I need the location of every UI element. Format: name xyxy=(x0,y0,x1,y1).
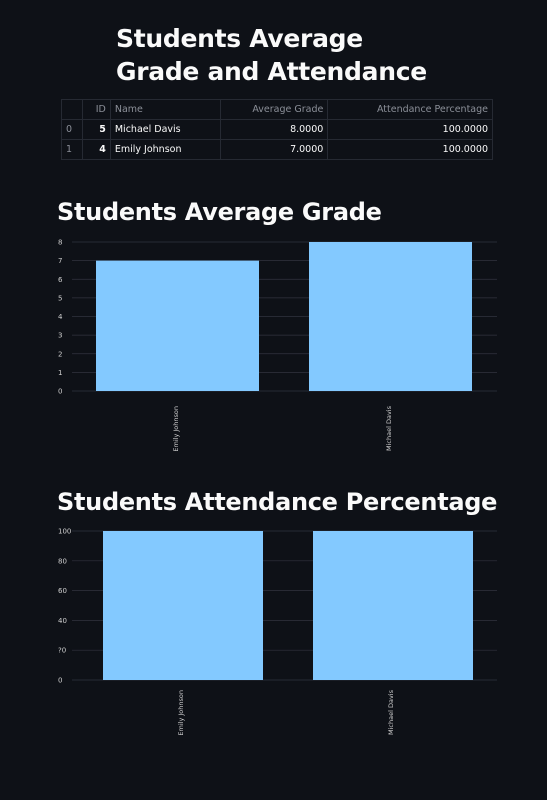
grade-bar-chart-svg: 0 1 2 3 4 5 6 7 8 Emily Johnson Michael Davis xyxy=(58,239,497,452)
attendance-bar-chart-svg: 0 ?0 40 60 80 100 Emily Johnson Michael Davis xyxy=(58,528,497,736)
column-header-id[interactable]: ID xyxy=(81,99,111,120)
grade-y-tick-label: 5 xyxy=(58,294,62,302)
id-cell[interactable]: 4 xyxy=(81,139,111,160)
attendance-y-tick-label: ?0 xyxy=(58,647,66,655)
grade-x-category-label: Emily Johnson xyxy=(172,406,180,452)
column-header-index[interactable] xyxy=(61,99,83,120)
attendance-y-tick-label: 80 xyxy=(58,557,67,565)
grade-bar-chart[interactable]: 0 1 2 3 4 5 6 7 8 Emily Johnson Michael Davis xyxy=(0,230,547,460)
column-header-attendance-percentage[interactable]: Attendance Percentage xyxy=(327,99,493,120)
attendance-x-category-label: Emily Johnson xyxy=(177,690,185,736)
attendance-y-tick-label: 0 xyxy=(58,677,62,685)
grade-y-tick-label: 6 xyxy=(58,276,63,284)
attendance-y-tick-label: 40 xyxy=(58,617,67,625)
row-index-cell: 0 xyxy=(61,119,83,140)
attendance-bar-chart[interactable]: 0 ?0 40 60 80 100 Emily Johnson Michael Davis xyxy=(0,520,547,750)
students-dataframe[interactable]: ID Name Average Grade Attendance Percent… xyxy=(61,99,493,160)
table-header-row: ID Name Average Grade Attendance Percent… xyxy=(61,99,493,120)
grade-y-tick-label: 4 xyxy=(58,313,63,321)
grade-y-tick-label: 1 xyxy=(58,369,62,377)
attendance-y-tick-label: 60 xyxy=(58,587,67,595)
attendance-percentage-cell[interactable]: 100.0000 xyxy=(327,119,493,140)
grade-chart-title: Students Average Grade xyxy=(57,198,382,226)
grade-y-tick-label: 2 xyxy=(58,350,62,358)
name-cell[interactable]: Michael Davis xyxy=(109,119,221,140)
grade-bar-emily-johnson[interactable] xyxy=(96,260,259,391)
attendance-percentage-cell[interactable]: 100.0000 xyxy=(327,139,493,160)
grade-x-category-label: Michael Davis xyxy=(385,405,393,451)
attendance-bar-michael-davis[interactable] xyxy=(313,531,473,680)
attendance-chart-title: Students Attendance Percentage xyxy=(57,488,498,516)
table-row[interactable]: 1 4 Emily Johnson 7.0000 100.0000 xyxy=(61,139,493,160)
id-cell[interactable]: 5 xyxy=(81,119,111,140)
column-header-average-grade[interactable]: Average Grade xyxy=(219,99,329,120)
table-row[interactable]: 0 5 Michael Davis 8.0000 100.0000 xyxy=(61,119,493,140)
grade-y-tick-label: 7 xyxy=(58,257,62,265)
attendance-y-tick-label: 100 xyxy=(58,528,71,536)
attendance-x-category-label: Michael Davis xyxy=(387,689,395,735)
grade-y-tick-label: 0 xyxy=(58,388,62,396)
grade-y-tick-label: 3 xyxy=(58,332,62,340)
page-title: Students Average Grade and Attendance xyxy=(116,24,427,86)
name-cell[interactable]: Emily Johnson xyxy=(109,139,221,160)
row-index-cell: 1 xyxy=(61,139,83,160)
grade-y-tick-label: 8 xyxy=(58,239,62,247)
average-grade-cell[interactable]: 7.0000 xyxy=(219,139,329,160)
attendance-bar-emily-johnson[interactable] xyxy=(103,531,263,680)
grade-bar-michael-davis[interactable] xyxy=(309,242,472,391)
column-header-name[interactable]: Name xyxy=(109,99,221,120)
average-grade-cell[interactable]: 8.0000 xyxy=(219,119,329,140)
